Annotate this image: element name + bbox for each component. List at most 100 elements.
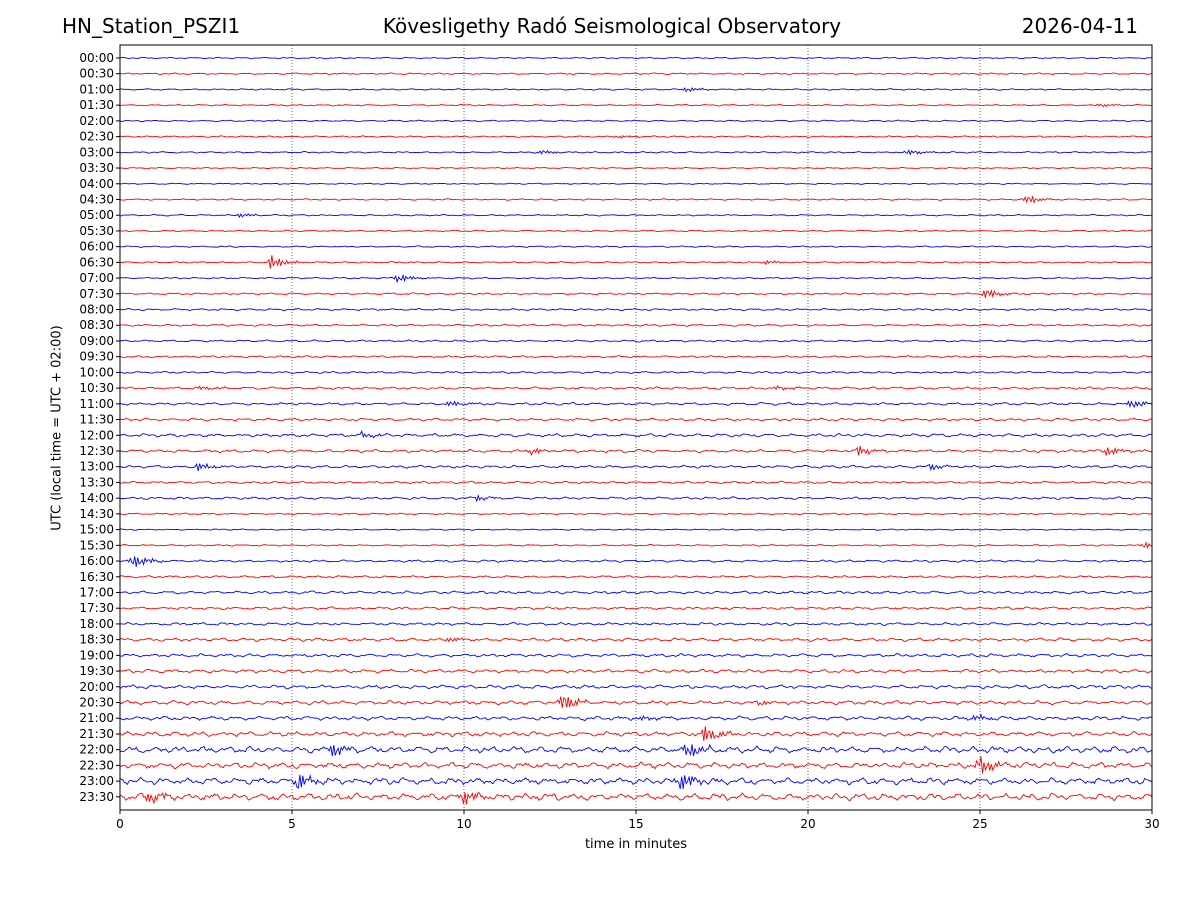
y-tick-label: 04:00 (79, 177, 114, 191)
y-tick-label: 10:00 (79, 365, 114, 379)
y-tick-label: 12:00 (79, 428, 114, 442)
y-tick-label: 06:00 (79, 240, 114, 254)
chart-date: 2026-04-11 (1021, 14, 1138, 38)
y-tick-label: 21:30 (79, 727, 114, 741)
trace-2130 (119, 726, 1153, 742)
y-tick-label: 18:00 (79, 617, 114, 631)
trace-0430 (119, 195, 1153, 204)
x-tick-label: 15 (628, 817, 643, 831)
trace-1730 (119, 606, 1153, 611)
y-tick-label: 15:30 (79, 538, 114, 552)
y-tick-label: 06:30 (79, 255, 114, 269)
y-tick-label: 22:00 (79, 743, 114, 757)
trace-0600 (120, 245, 1153, 248)
y-tick-label: 18:30 (79, 633, 114, 647)
y-tick-label: 01:30 (79, 98, 114, 112)
trace-2200 (119, 743, 1153, 757)
trace-0700 (119, 273, 1153, 284)
x-tick-label: 30 (1144, 817, 1159, 831)
trace-0200 (119, 119, 1153, 123)
y-tick-label: 23:00 (79, 774, 114, 788)
y-tick-label: 07:30 (79, 287, 114, 301)
y-tick-label: 23:30 (79, 790, 114, 804)
y-tick-label: 05:00 (79, 208, 114, 222)
trace-2000 (119, 684, 1153, 690)
y-tick-label: 01:00 (79, 82, 114, 96)
y-tick-label: 09:30 (79, 350, 114, 364)
trace-0000 (119, 56, 1153, 60)
trace-1600 (119, 556, 1153, 567)
trace-1300 (119, 462, 1153, 472)
trace-0130 (119, 103, 1153, 108)
y-tick-label: 17:30 (79, 601, 114, 615)
trace-1800 (119, 621, 1153, 626)
x-tick-label: 0 (116, 817, 124, 831)
trace-0030 (119, 72, 1153, 76)
y-tick-label: 08:00 (79, 303, 114, 317)
trace-1100 (119, 400, 1153, 409)
station-name: HN_Station_PSZI1 (62, 14, 241, 38)
y-tick-label: 17:00 (79, 585, 114, 599)
trace-1430 (119, 512, 1153, 516)
x-tick-label: 20 (800, 817, 815, 831)
y-tick-label: 02:30 (79, 130, 114, 144)
trace-2030 (119, 696, 1153, 708)
trace-0730 (119, 288, 1153, 299)
y-tick-label: 07:00 (79, 271, 114, 285)
y-tick-label: 04:30 (79, 192, 114, 206)
y-tick-label: 08:30 (79, 318, 114, 332)
y-tick-label: 20:30 (79, 696, 114, 710)
y-tick-label: 16:30 (79, 570, 114, 584)
x-tick-label: 10 (456, 817, 471, 831)
y-tick-label: 13:30 (79, 475, 114, 489)
trace-0330 (119, 166, 1153, 170)
y-tick-label: 22:30 (79, 758, 114, 772)
y-tick-label: 14:00 (79, 491, 114, 505)
y-tick-label: 21:00 (79, 711, 114, 725)
trace-1000 (119, 370, 1153, 374)
trace-1400 (119, 494, 1153, 503)
trace-0100 (119, 86, 1153, 93)
y-tick-label: 20:00 (79, 680, 114, 694)
y-tick-label: 13:00 (79, 460, 114, 474)
trace-2230 (119, 756, 1153, 774)
y-tick-label: 05:30 (79, 224, 114, 238)
trace-1530 (119, 541, 1153, 550)
trace-1330 (119, 480, 1153, 485)
trace-2100 (119, 713, 1153, 722)
y-tick-label: 19:30 (79, 664, 114, 678)
trace-1930 (119, 668, 1153, 674)
trace-1630 (119, 575, 1153, 579)
trace-1500 (119, 528, 1153, 531)
trace-1200 (119, 430, 1152, 439)
x-tick-label: 25 (972, 817, 987, 831)
trace-0230 (119, 135, 1153, 139)
trace-2300 (119, 774, 1153, 789)
y-tick-label: 02:00 (79, 114, 114, 128)
trace-1700 (119, 590, 1153, 595)
trace-group (119, 56, 1153, 805)
y-tick-label: 10:30 (79, 381, 114, 395)
trace-0930 (119, 355, 1153, 359)
trace-1900 (119, 653, 1153, 658)
x-tick-label: 5 (288, 817, 296, 831)
y-tick-label: 00:00 (79, 51, 114, 65)
chart-title: Kövesligethy Radó Seismological Observat… (382, 14, 842, 38)
trace-1130 (119, 417, 1153, 422)
y-tick-label: 15:00 (79, 523, 114, 537)
trace-0300 (119, 149, 1153, 156)
trace-0500 (119, 212, 1153, 219)
trace-0530 (119, 229, 1153, 233)
y-tick-label: 03:00 (79, 145, 114, 159)
y-tick-label: 11:30 (79, 413, 114, 427)
x-axis: 0 5 10 15 20 25 30 (116, 810, 1160, 831)
x-axis-label: time in minutes (584, 837, 688, 852)
y-tick-label: 12:30 (79, 444, 114, 458)
y-tick-label: 14:30 (79, 507, 114, 521)
y-tick-label: 09:00 (79, 334, 114, 348)
y-axis-label: UTC (local time = UTC + 02:00) (49, 325, 65, 531)
trace-0400 (119, 182, 1153, 185)
trace-1230 (119, 446, 1153, 456)
trace-0830 (119, 323, 1153, 327)
